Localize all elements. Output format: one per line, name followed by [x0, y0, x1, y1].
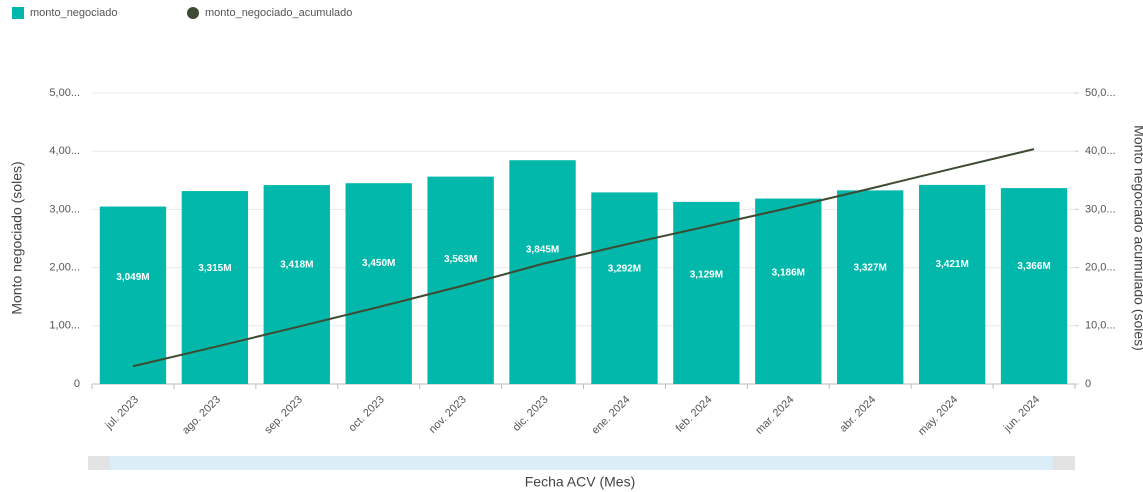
x-tick-label: sep. 2023: [262, 394, 305, 437]
legend-swatch: [187, 7, 199, 19]
line: [132, 148, 1035, 368]
x-tick-label: may. 2024: [916, 394, 960, 438]
data-label: 3,049M: [116, 272, 149, 283]
legend-swatch: [12, 7, 24, 19]
bar: [181, 191, 249, 384]
x-tick-label: ago. 2023: [180, 394, 223, 437]
x-tick-label: jun. 2024: [1001, 394, 1042, 435]
x-tick-label: mar. 2024: [753, 394, 796, 437]
bar: [918, 184, 986, 384]
y2-axis-title: Monto negociado acumulado (soles): [1131, 125, 1143, 351]
y2-tick-label: 10,0...: [1085, 320, 1116, 332]
x-tick-label: nov. 2023: [427, 394, 469, 436]
x-tick-label: oct. 2023: [346, 394, 386, 434]
data-label: 3,366M: [1017, 261, 1050, 272]
x-tick-label: abr. 2024: [837, 394, 878, 435]
x-tick-label: jul. 2023: [103, 394, 142, 433]
legend-label: monto_negociado: [30, 7, 117, 19]
data-label: 3,450M: [362, 258, 395, 269]
bar: [837, 190, 904, 384]
data-label: 3,845M: [526, 244, 559, 255]
data-label: 3,563M: [444, 254, 477, 265]
data-label: 3,186M: [772, 267, 805, 278]
data-label: 3,292M: [608, 264, 641, 275]
y2-tick-label: 0: [1085, 378, 1091, 390]
y-tick-label: 4,00...: [49, 145, 80, 157]
scroll-handle[interactable]: [1053, 456, 1075, 470]
y-tick-label: 0: [74, 378, 80, 390]
data-label: 3,327M: [854, 262, 887, 273]
bar: [509, 160, 576, 384]
data-label: 3,129M: [690, 269, 723, 280]
data-label: 3,418M: [280, 259, 313, 270]
y2-tick-label: 30,0...: [1085, 203, 1116, 215]
y-axis-title: Monto negociado (soles): [9, 161, 25, 314]
bar: [755, 198, 822, 384]
legend-label: monto_negociado_acumulado: [205, 7, 352, 19]
bar: [99, 206, 167, 384]
y2-tick-label: 20,0...: [1085, 262, 1116, 274]
scrollbar[interactable]: [88, 456, 1075, 470]
y-tick-label: 1,00...: [49, 320, 80, 332]
y-tick-label: 2,00...: [49, 262, 80, 274]
x-axis-title: Fecha ACV (Mes): [525, 474, 635, 490]
bar: [673, 201, 740, 384]
x-tick-label: feb. 2024: [674, 394, 715, 435]
bar: [1000, 188, 1068, 384]
bar: [591, 192, 658, 384]
scroll-handle[interactable]: [88, 456, 110, 470]
x-tick-label: dic. 2023: [511, 394, 551, 434]
data-label: 3,421M: [935, 259, 968, 270]
y-tick-label: 3,00...: [49, 203, 80, 215]
y2-tick-label: 50,0...: [1085, 87, 1116, 99]
x-tick-label: ene. 2024: [590, 394, 633, 437]
bar: [345, 183, 412, 384]
y2-tick-label: 40,0...: [1085, 145, 1116, 157]
bar: [263, 185, 330, 384]
data-label: 3,315M: [198, 263, 231, 274]
y-tick-label: 5,00...: [49, 87, 80, 99]
